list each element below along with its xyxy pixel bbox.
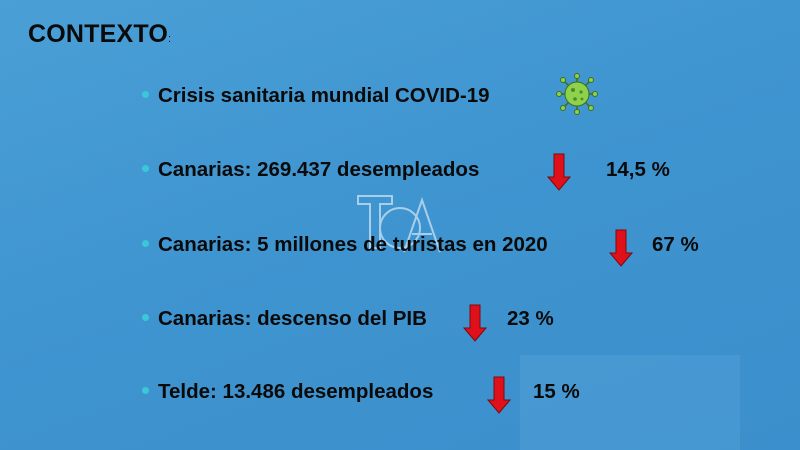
down-arrow-icon [463, 304, 487, 342]
percentage-value: 14,5 % [606, 158, 670, 181]
bullet-icon [142, 314, 149, 322]
percentage-value: 15 % [533, 380, 580, 403]
background-panel [520, 355, 740, 450]
down-arrow-icon [547, 153, 571, 191]
percentage-value: 23 % [507, 307, 554, 330]
list-item-canarias-turistas: Canarias: 5 millones de turistas en 2020 [142, 233, 548, 257]
page-title: CONTEXTO: [28, 20, 172, 48]
list-item-covid: Crisis sanitaria mundial COVID-19 [142, 84, 490, 108]
bullet-icon [142, 91, 149, 99]
bullet-icon [142, 165, 149, 173]
list-item-canarias-desempleados: Canarias: 269.437 desempleados [142, 158, 479, 182]
virus-icon [556, 73, 598, 115]
list-item-telde-desempleados: Telde: 13.486 desempleados [142, 380, 433, 404]
watermark-logo-icon [357, 195, 441, 253]
bullet-icon [142, 240, 149, 248]
percentage-value: 67 % [652, 233, 699, 256]
bullet-icon [142, 387, 149, 395]
down-arrow-icon [487, 376, 511, 414]
down-arrow-icon [609, 229, 633, 267]
list-item-canarias-pib: Canarias: descenso del PIB [142, 307, 427, 331]
